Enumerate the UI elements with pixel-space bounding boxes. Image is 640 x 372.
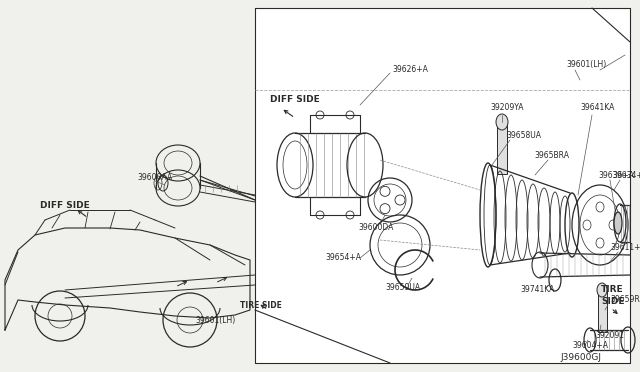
- Text: 39741KA: 39741KA: [520, 285, 554, 295]
- Text: 39654+A: 39654+A: [325, 253, 361, 263]
- Text: 39611+A: 39611+A: [610, 244, 640, 253]
- Text: SIDE: SIDE: [601, 298, 625, 307]
- Text: 39626+A: 39626+A: [392, 65, 428, 74]
- Text: 39659RA: 39659RA: [610, 295, 640, 305]
- Ellipse shape: [614, 212, 622, 234]
- Text: 39641KA: 39641KA: [580, 103, 614, 112]
- Text: J39600GJ: J39600GJ: [560, 353, 601, 362]
- Text: 39601(LH): 39601(LH): [195, 315, 236, 324]
- Text: 39601(LH): 39601(LH): [566, 61, 606, 70]
- Text: 39634+A: 39634+A: [612, 170, 640, 180]
- Text: DIFF SIDE: DIFF SIDE: [40, 201, 90, 209]
- Bar: [497, 122, 507, 174]
- Text: 39604+A: 39604+A: [572, 340, 608, 350]
- Text: TIRE SIDE: TIRE SIDE: [240, 301, 282, 310]
- Text: TIRE: TIRE: [601, 285, 623, 295]
- Text: 39636+A: 39636+A: [598, 170, 634, 180]
- Text: 39600AA: 39600AA: [137, 173, 172, 183]
- Text: 392091: 392091: [595, 330, 624, 340]
- Text: 39658UA: 39658UA: [506, 131, 541, 141]
- Text: 39209YA: 39209YA: [490, 103, 524, 112]
- Text: 3965BRA: 3965BRA: [534, 151, 569, 160]
- Ellipse shape: [597, 283, 607, 297]
- Bar: [255, 8, 630, 363]
- Text: 39600DA: 39600DA: [358, 224, 394, 232]
- Bar: [598, 290, 607, 332]
- Text: 39659UA: 39659UA: [385, 283, 420, 292]
- Ellipse shape: [496, 114, 508, 130]
- Text: DIFF SIDE: DIFF SIDE: [270, 96, 320, 105]
